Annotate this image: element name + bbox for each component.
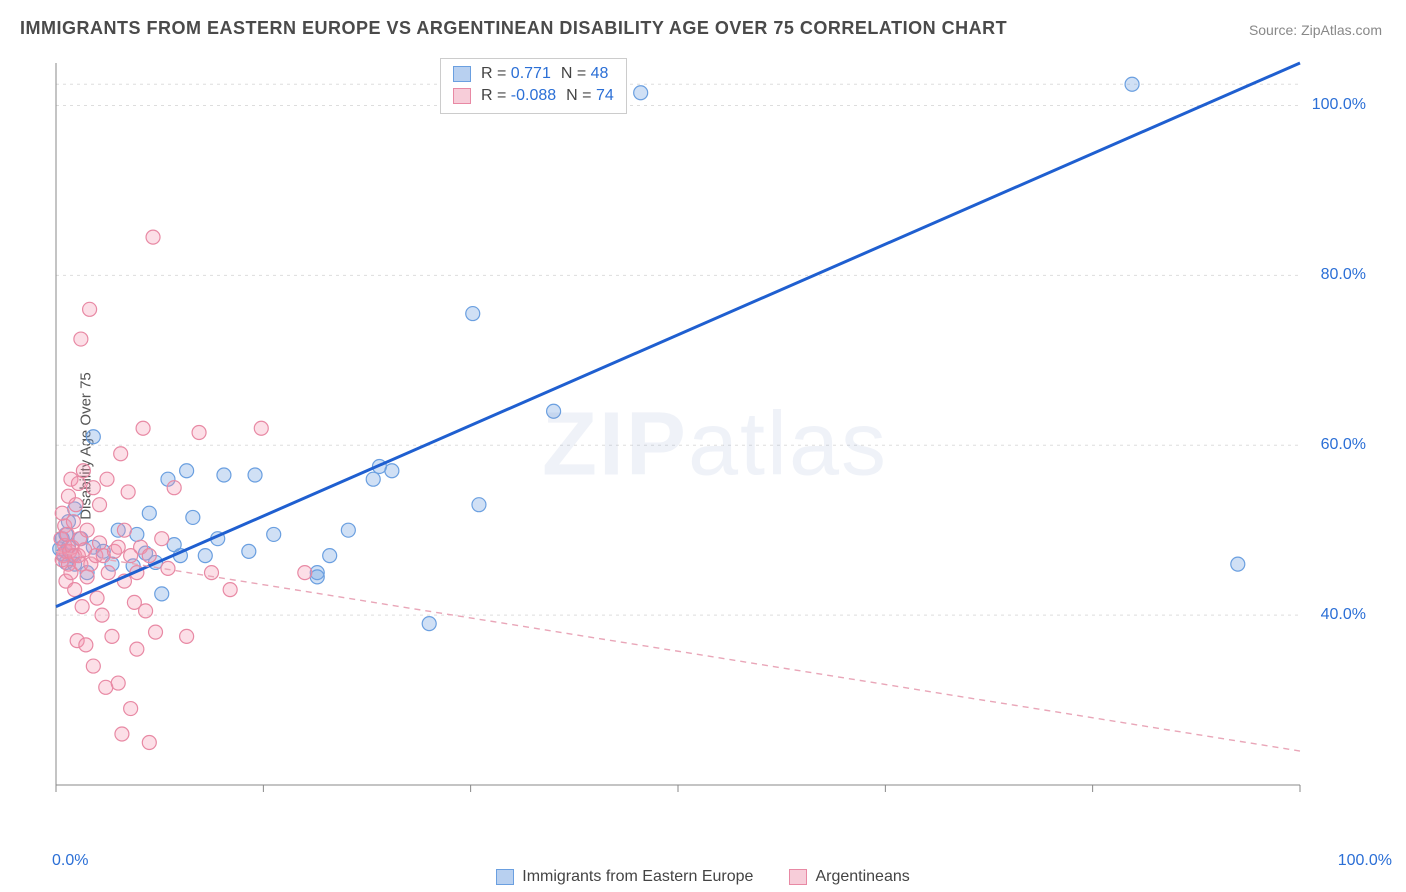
x-axis-max-label: 100.0% [1338,852,1392,870]
n-stat-series2: N = 74 [566,87,614,105]
swatch-series2-bottom [789,869,807,885]
r-stat-series2: R = -0.088 [481,87,556,105]
legend-item-series2: Argentineans [789,868,909,886]
r-value-series2: -0.088 [511,87,556,104]
legend-label-series2: Argentineans [815,868,909,886]
r-value-series1: 0.771 [511,65,551,82]
n-value-series2: 74 [596,87,614,104]
stats-row-series2: R = -0.088 N = 74 [453,85,614,107]
swatch-series1 [453,66,471,82]
n-stat-series1: N = 48 [561,65,609,83]
legend-label-series1: Immigrants from Eastern Europe [522,868,753,886]
bottom-legend: Immigrants from Eastern Europe Argentine… [0,868,1406,886]
source-attribution: Source: ZipAtlas.com [1249,22,1382,38]
chart-svg [50,55,1380,835]
r-label: R = [481,87,511,104]
y-axis-tick-label: 80.0% [1321,266,1366,284]
y-axis-tick-label: 60.0% [1321,436,1366,454]
stats-legend-box: R = 0.771 N = 48 R = -0.088 N = 74 [440,58,627,114]
source-label: Source: [1249,22,1301,38]
source-value: ZipAtlas.com [1301,22,1382,38]
swatch-series1-bottom [496,869,514,885]
stats-row-series1: R = 0.771 N = 48 [453,63,614,85]
y-axis-tick-label: 100.0% [1312,96,1366,114]
chart-title: IMMIGRANTS FROM EASTERN EUROPE VS ARGENT… [20,18,1007,39]
legend-item-series1: Immigrants from Eastern Europe [496,868,753,886]
x-axis-min-label: 0.0% [52,852,88,870]
chart-plot-area: ZIPatlas 40.0%60.0%80.0%100.0% [50,55,1380,835]
swatch-series2 [453,88,471,104]
n-label: N = [566,87,596,104]
n-value-series1: 48 [591,65,609,82]
r-stat-series1: R = 0.771 [481,65,551,83]
n-label: N = [561,65,591,82]
y-axis-tick-label: 40.0% [1321,606,1366,624]
r-label: R = [481,65,511,82]
